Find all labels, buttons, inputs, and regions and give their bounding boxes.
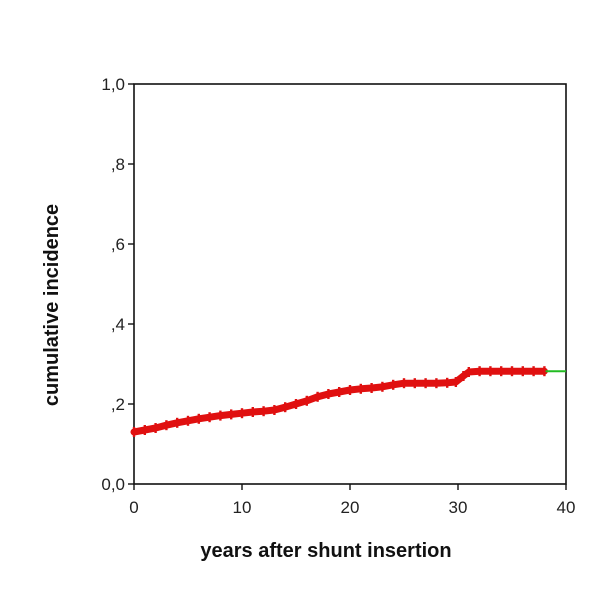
x-tick-label: 10 bbox=[233, 498, 252, 517]
y-tick-label: 1,0 bbox=[101, 75, 125, 94]
plot-area bbox=[133, 83, 567, 485]
y-tick-label: ,6 bbox=[111, 235, 125, 254]
incidence-curve bbox=[130, 367, 548, 436]
x-tick-label: 30 bbox=[449, 498, 468, 517]
x-axis-title: years after shunt insertion bbox=[200, 540, 451, 562]
series-layer bbox=[130, 366, 566, 437]
y-tick-label: ,2 bbox=[111, 395, 125, 414]
plot-frame bbox=[133, 83, 567, 485]
y-tick-label: ,4 bbox=[111, 315, 125, 334]
x-tick-label: 20 bbox=[341, 498, 360, 517]
y-axis-title: cumulative incidence bbox=[41, 204, 63, 406]
x-tick-label: 40 bbox=[557, 498, 576, 517]
x-tick-label: 0 bbox=[129, 498, 138, 517]
y-tick-label: ,8 bbox=[111, 155, 125, 174]
y-axis: 0,0 ,2 ,4 ,6 ,8 1,0 bbox=[101, 75, 134, 494]
x-axis: 0 10 20 30 40 bbox=[129, 484, 575, 517]
y-tick-label: 0,0 bbox=[101, 475, 125, 494]
